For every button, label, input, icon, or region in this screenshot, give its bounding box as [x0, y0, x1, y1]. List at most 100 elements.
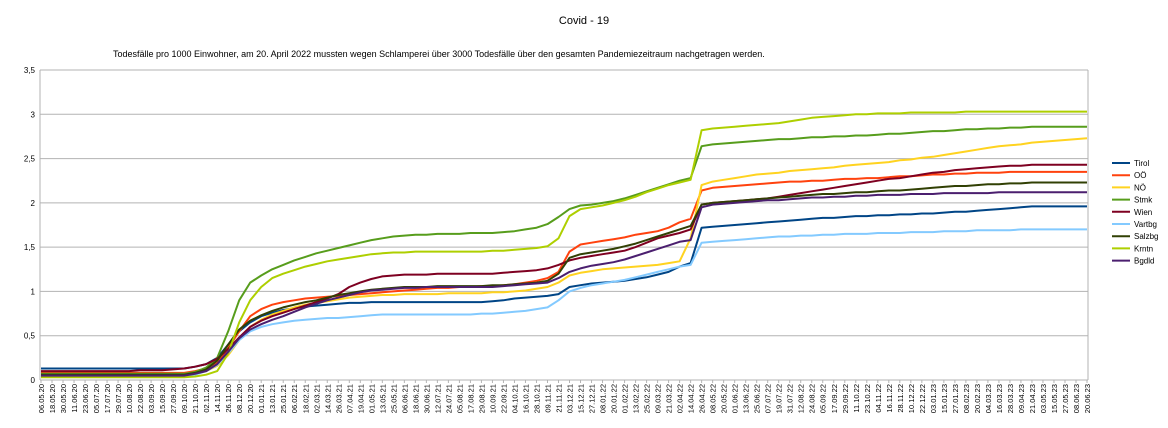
- x-tick-label: 22.09.21: [499, 384, 508, 413]
- x-tick-label: 03.12.21: [566, 384, 575, 413]
- y-tick-label: 2,5: [24, 155, 36, 164]
- x-tick-label: 13.01.21: [268, 384, 277, 413]
- y-tick-label: 1: [31, 287, 36, 296]
- x-tick-label: 05.07.20: [92, 384, 101, 413]
- x-tick-label: 20.01.22: [610, 384, 619, 413]
- x-tick-label: 20.06.23: [1083, 384, 1092, 413]
- x-tick-label: 25.06.22: [753, 384, 762, 413]
- series-line-5: [41, 228, 1087, 378]
- x-tick-label: 03.09.20: [147, 384, 156, 413]
- y-tick-label: 3: [31, 110, 36, 119]
- x-tick-label: 30.06.21: [422, 384, 431, 413]
- x-tick-label: 25.05.21: [389, 384, 398, 413]
- x-tick-label: 17.08.21: [466, 384, 475, 413]
- x-tick-label: 02.11.20: [202, 384, 211, 413]
- series-line-1: [41, 170, 1087, 374]
- x-tick-label: 04.11.22: [874, 384, 883, 413]
- x-tick-label: 15.09.20: [158, 384, 167, 413]
- y-tick-label: 3,5: [24, 66, 36, 75]
- x-tick-label: 02.03.21: [312, 384, 321, 413]
- x-tick-label: 20.12.20: [246, 384, 255, 413]
- x-tick-label: 14.03.21: [323, 384, 332, 413]
- x-tick-label: 19.04.21: [356, 384, 365, 413]
- series-line-4: [41, 163, 1087, 373]
- x-tick-label: 03.01.23: [929, 384, 938, 413]
- series-lines: [41, 110, 1088, 379]
- x-tick-label: 27.01.23: [951, 384, 960, 413]
- x-tick-label: 18.02.21: [301, 384, 310, 413]
- legend-label: Salzbg: [1134, 232, 1158, 241]
- x-tick-label: 23.06.20: [81, 384, 90, 413]
- x-tick-label: 17.07.20: [103, 384, 112, 413]
- x-tick-label: 14.04.22: [687, 384, 696, 413]
- x-tick-label: 24.07.21: [444, 384, 453, 413]
- x-axis-ticks: 06.05.20 18.05.20 30.05.20 11.06.20 23.06.20…: [37, 380, 1092, 413]
- chart-title: Covid - 19: [559, 15, 609, 27]
- x-tick-label: 03.05.23: [1039, 384, 1048, 413]
- x-tick-label: 18.06.21: [411, 384, 420, 413]
- legend-label: OÖ: [1134, 171, 1146, 180]
- x-tick-label: 21.04.23: [1028, 384, 1037, 413]
- x-tick-label: 05.08.21: [455, 384, 464, 413]
- legend-label: Bgdld: [1134, 257, 1154, 266]
- x-tick-label: 01.02.22: [621, 384, 630, 413]
- y-tick-label: 1,5: [24, 243, 36, 252]
- x-tick-label: 25.02.22: [643, 384, 652, 413]
- x-tick-label: 21.03.22: [665, 384, 674, 413]
- legend-label: Krntn: [1134, 244, 1153, 253]
- x-tick-label: 26.03.21: [334, 384, 343, 413]
- x-tick-label: 13.02.22: [632, 384, 641, 413]
- x-tick-label: 15.05.23: [1050, 384, 1059, 413]
- x-tick-label: 06.02.21: [290, 384, 299, 413]
- x-tick-label: 04.10.21: [510, 384, 519, 413]
- x-tick-label: 08.02.23: [962, 384, 971, 413]
- x-tick-label: 10.12.22: [907, 384, 916, 413]
- x-tick-label: 15.12.21: [577, 384, 586, 413]
- y-tick-label: 0: [31, 376, 36, 385]
- x-tick-label: 12.08.22: [797, 384, 806, 413]
- x-tick-label: 08.12.20: [235, 384, 244, 413]
- x-tick-label: 06.06.21: [400, 384, 409, 413]
- x-tick-label: 23.10.22: [863, 384, 872, 413]
- x-tick-label: 01.06.22: [731, 384, 740, 413]
- x-tick-label: 09.04.23: [1017, 384, 1026, 413]
- x-tick-label: 08.06.23: [1072, 384, 1081, 413]
- x-tick-label: 11.10.22: [852, 384, 861, 413]
- legend-label: Wien: [1134, 208, 1152, 217]
- x-tick-label: 07.04.21: [345, 384, 354, 413]
- x-tick-label: 28.10.21: [532, 384, 541, 413]
- x-tick-label: 08.01.22: [599, 384, 608, 413]
- x-tick-label: 04.03.23: [984, 384, 993, 413]
- x-tick-label: 16.10.21: [521, 384, 530, 413]
- x-tick-label: 26.04.22: [698, 384, 707, 413]
- x-tick-label: 09.10.20: [180, 384, 189, 413]
- series-line-3: [41, 125, 1087, 375]
- legend-label: NÖ: [1134, 183, 1146, 192]
- x-tick-label: 16.11.22: [885, 384, 894, 413]
- y-axis-ticks: 0 0,5 1 1,5 2 2,5 3 3,5: [24, 66, 36, 385]
- y-tick-label: 0,5: [24, 332, 36, 341]
- x-tick-label: 05.09.22: [819, 384, 828, 413]
- x-tick-label: 09.11.21: [543, 384, 552, 413]
- x-tick-label: 27.12.21: [588, 384, 597, 413]
- x-tick-label: 17.09.22: [830, 384, 839, 413]
- x-tick-label: 25.01.21: [279, 384, 288, 413]
- series-line-6: [41, 181, 1087, 376]
- x-tick-label: 22.12.22: [918, 384, 927, 413]
- x-tick-label: 01.01.21: [257, 384, 266, 413]
- x-tick-label: 16.03.23: [995, 384, 1004, 413]
- x-tick-label: 11.06.20: [70, 384, 79, 413]
- x-tick-label: 27.05.23: [1061, 384, 1070, 413]
- x-tick-label: 01.05.21: [367, 384, 376, 413]
- x-tick-label: 21.10.20: [191, 384, 200, 413]
- x-tick-label: 20.05.22: [720, 384, 729, 413]
- x-tick-label: 02.04.22: [676, 384, 685, 413]
- x-tick-label: 19.07.22: [775, 384, 784, 413]
- y-tick-label: 2: [31, 199, 36, 208]
- x-tick-label: 24.08.22: [808, 384, 817, 413]
- x-tick-label: 10.08.20: [125, 384, 134, 413]
- x-tick-label: 12.07.21: [433, 384, 442, 413]
- series-line-7: [41, 110, 1087, 379]
- x-tick-label: 18.05.20: [48, 384, 57, 413]
